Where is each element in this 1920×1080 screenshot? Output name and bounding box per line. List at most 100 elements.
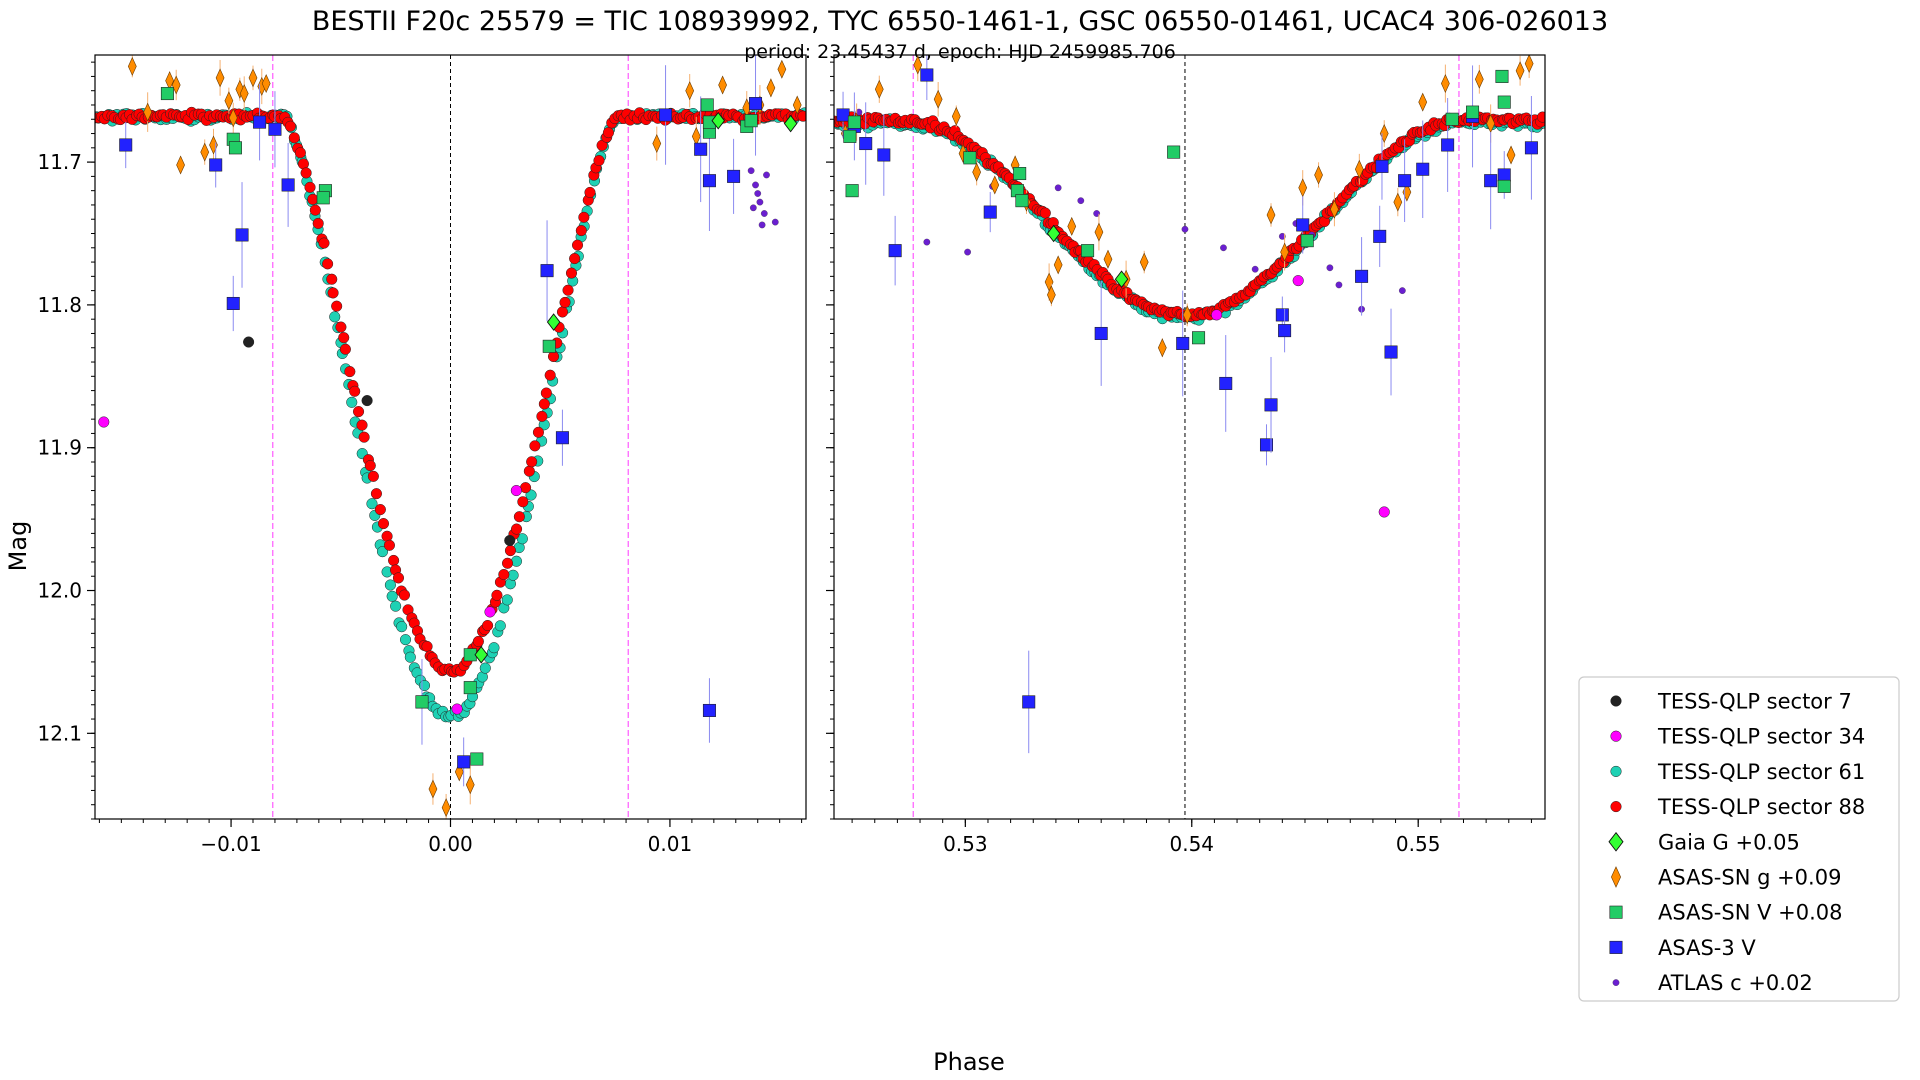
data-point [367,470,379,482]
data-point [754,190,762,197]
data-point [235,228,249,242]
data-point [309,204,321,216]
data-point [294,147,306,159]
y-tick-label: 12.0 [37,579,82,603]
series-gaia [474,111,798,664]
data-point [538,398,550,410]
legend-label: Gaia G +0.05 [1658,830,1800,854]
y-tick-label: 12.1 [37,721,82,745]
right-panel: 0.53 0.54 0.55 [826,54,1546,856]
data-point [346,396,358,408]
data-point [501,557,514,569]
data-point [1375,159,1389,173]
data-point [532,426,545,438]
data-point [396,621,408,633]
data-point [1298,178,1308,198]
legend-marker [1610,695,1622,707]
data-point [758,221,766,229]
y-axis: 11.7 11.8 11.9 12.0 12.1 [37,61,95,820]
data-point [593,155,605,167]
data-point [718,75,727,95]
data-point [352,406,365,418]
series-atlas [747,167,779,229]
data-point [1093,210,1101,217]
data-point [1015,194,1029,208]
legend-label: ASAS-SN V +0.08 [1658,901,1842,925]
data-point [542,339,556,353]
data-point [318,237,330,249]
data-point [659,108,673,122]
legend-item: TESS-QLP sector 61 [1610,760,1865,784]
data-point [331,300,343,312]
series-asas3 [836,55,1538,754]
y-tick-label: 11.9 [37,436,82,460]
data-point [441,798,451,818]
legend-marker [1610,801,1622,813]
data-point [386,590,398,602]
data-point [983,205,997,219]
data-point [356,419,368,431]
data-point [300,167,312,179]
x-tick-label: −0.01 [200,832,261,856]
data-point [602,127,615,139]
data-point [388,554,400,567]
data-point [209,158,223,172]
data-point [526,456,538,468]
data-point [428,779,438,799]
data-point [327,287,339,299]
data-point [160,87,174,101]
data-point [540,387,552,399]
data-point [421,640,433,653]
data-point [1418,92,1428,112]
data-point [268,122,282,136]
legend-marker [1609,905,1623,919]
data-point [797,110,806,122]
data-point [507,569,519,581]
data-point [571,239,584,251]
data-point [556,306,569,318]
data-point [777,59,787,79]
data-point [744,114,758,128]
data-point [752,181,759,189]
data-point [1416,162,1430,176]
data-point [529,440,541,452]
series-asassn-g [127,55,802,819]
data-point [390,600,402,612]
legend-item: TESS-QLP sector 7 [1610,690,1852,714]
series-sector7 [243,336,516,547]
data-point [1484,174,1498,188]
data-point [284,120,296,132]
data-point [312,217,324,229]
legend-label: TESS-QLP sector 7 [1657,690,1852,714]
data-point [1053,255,1063,275]
data-point [228,141,242,155]
data-point [228,108,238,128]
legend-marker [1610,730,1622,742]
data-point [874,79,884,99]
data-point [358,431,370,443]
data-point [1266,205,1276,225]
data-point [836,108,850,122]
data-point [702,174,716,188]
plot-area [834,55,1545,819]
series-asassn-g [840,55,1534,358]
data-point [226,296,240,310]
data-point [470,752,484,766]
data-point [366,498,378,510]
data-point [377,518,390,530]
legend-item: ASAS-SN V +0.08 [1609,901,1842,925]
data-point [307,193,319,205]
data-point [1139,252,1149,272]
y-axis-label: Mag [4,521,32,572]
data-point [235,79,245,99]
legend-item: ASAS-3 V [1609,936,1756,960]
data-point [1211,309,1223,321]
data-point [374,504,386,516]
y-tick-label: 11.7 [37,150,82,174]
data-point [1219,376,1233,390]
data-point [1278,324,1292,338]
data-point [1497,95,1511,109]
data-point [261,74,271,94]
data-point [463,681,477,695]
